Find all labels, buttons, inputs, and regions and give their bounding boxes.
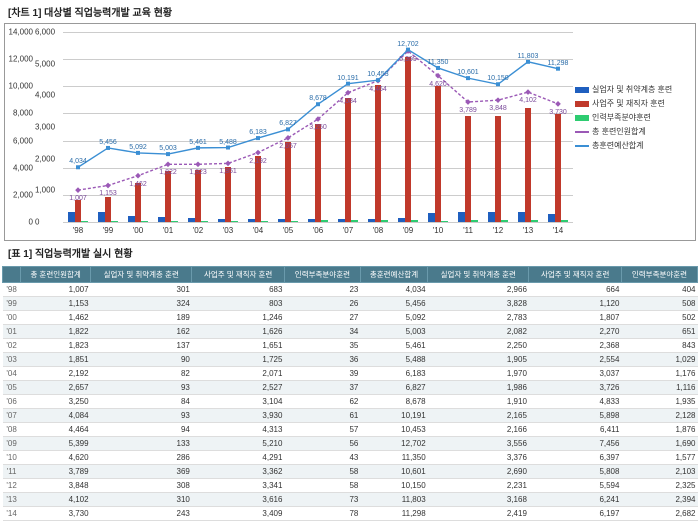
table-title: [표 1] 직업능력개발 실시 현황 bbox=[0, 241, 700, 264]
table-row: '021,8231371,651355,4612,2502,368843 bbox=[3, 339, 698, 353]
table-row: '001,4621891,246275,0922,7831,807502 bbox=[3, 311, 698, 325]
col-header: 사업주 및 재직자 훈련 bbox=[192, 267, 285, 283]
chart-plot-area: 4,0345,4565,0925,0035,4615,4886,1836,827… bbox=[63, 32, 573, 222]
table-row: '143,7302433,4097811,2982,4196,1972,682 bbox=[3, 507, 698, 521]
table-row: '031,851901,725365,4881,9052,5541,029 bbox=[3, 353, 698, 367]
table-row: '095,3991335,2105612,7023,5567,4561,690 bbox=[3, 437, 698, 451]
y-axis-left: 02,0004,0006,0008,00010,00012,00014,000 bbox=[5, 32, 35, 222]
col-header: 총훈련예산합계 bbox=[360, 267, 427, 283]
table-row: '052,657932,527376,8271,9863,7261,116 bbox=[3, 381, 698, 395]
table-row: '104,6202864,2914311,3503,3766,3971,577 bbox=[3, 451, 698, 465]
table-row: '991,153324803265,4563,8281,120508 bbox=[3, 297, 698, 311]
col-header: 실업자 및 취약계층 훈련 bbox=[428, 267, 529, 283]
chart-title: [차트 1] 대상별 직업능력개발 교육 현황 bbox=[0, 0, 700, 23]
chart-legend: 실업자 및 취약계층 훈련사업주 및 재직자 훈련인력부족분야훈련총 훈련인원합… bbox=[575, 84, 691, 154]
table-row: '134,1023103,6167311,8033,1686,2412,394 bbox=[3, 493, 698, 507]
data-table-wrap: 총 훈련인원합계실업자 및 취약계층 훈련사업주 및 재직자 훈련인력부족분야훈… bbox=[2, 266, 698, 521]
col-header: 총 훈련인원합계 bbox=[21, 267, 91, 283]
x-axis-labels: '98'99'00'01'02'03'04'05'06'07'08'09'10'… bbox=[63, 226, 573, 238]
table-row: '074,084933,9306110,1912,1655,8982,128 bbox=[3, 409, 698, 423]
col-header: 실업자 및 취약계층 훈련 bbox=[91, 267, 192, 283]
table-row: '084,464944,3135710,4532,1666,4111,876 bbox=[3, 423, 698, 437]
table-row: '011,8221621,626345,0032,0822,270651 bbox=[3, 325, 698, 339]
table-row: '042,192822,071396,1831,9703,0371,176 bbox=[3, 367, 698, 381]
table-row: '113,7893693,3625810,6012,6905,8082,103 bbox=[3, 465, 698, 479]
y-axis-right: 01,0002,0003,0004,0005,0006,000 bbox=[33, 32, 61, 222]
col-header: 인력부족분야훈련 bbox=[284, 267, 360, 283]
table-row: '123,8483083,3415810,1502,2315,5942,325 bbox=[3, 479, 698, 493]
table-row: '981,007301683234,0342,966664404 bbox=[3, 283, 698, 297]
col-header bbox=[3, 267, 21, 283]
table-row: '063,250843,104628,6781,9104,8331,935 bbox=[3, 395, 698, 409]
data-table: 총 훈련인원합계실업자 및 취약계층 훈련사업주 및 재직자 훈련인력부족분야훈… bbox=[2, 266, 698, 521]
col-header: 인력부족분야훈련 bbox=[621, 267, 697, 283]
chart-container: 02,0004,0006,0008,00010,00012,00014,000 … bbox=[4, 23, 696, 241]
col-header: 사업주 및 재직자 훈련 bbox=[529, 267, 622, 283]
